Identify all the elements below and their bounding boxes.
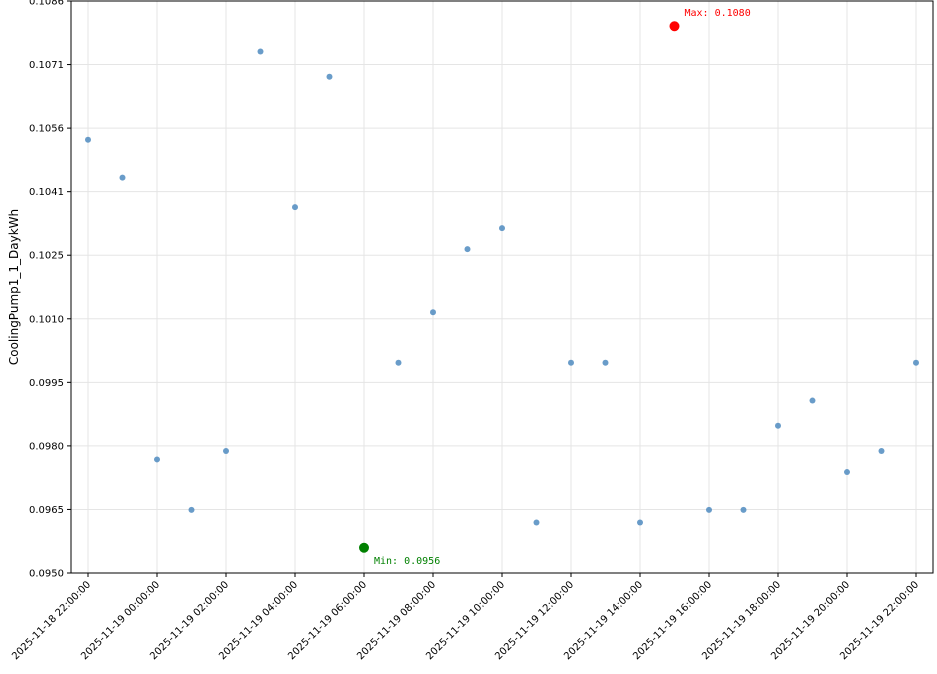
- data-point: [430, 309, 436, 316]
- x-tick-label: 2025-11-19 20:00:00: [769, 579, 852, 662]
- x-tick-label: 2025-11-19 02:00:00: [148, 579, 231, 662]
- min-point: [359, 542, 369, 553]
- data-point: [844, 469, 850, 476]
- x-tick-label: 2025-11-19 00:00:00: [79, 579, 162, 662]
- y-tick-label: 0.1010: [29, 314, 64, 325]
- data-point: [740, 506, 747, 513]
- x-tick-label: 2025-11-19 10:00:00: [424, 579, 507, 662]
- data-point: [395, 359, 402, 366]
- data-point: [775, 422, 781, 429]
- x-tick-label: 2025-11-19 08:00:00: [355, 579, 438, 662]
- y-tick-label: 0.1041: [29, 187, 64, 198]
- data-point: [568, 359, 574, 366]
- y-tick-label: 0.0965: [29, 505, 64, 516]
- x-tick-label: 2025-11-19 04:00:00: [217, 579, 300, 662]
- y-tick-label: 0.1086: [29, 0, 64, 8]
- y-tick-label: 0.0995: [29, 378, 64, 389]
- x-tick-label: 2025-11-19 18:00:00: [700, 579, 783, 662]
- data-point: [85, 136, 91, 143]
- x-tick-label: 2025-11-19 22:00:00: [838, 579, 921, 662]
- min-annotation: Min: 0.0956: [374, 556, 440, 567]
- data-point: [809, 397, 816, 404]
- y-axis-label: CoolingPump1_1_DaykWh: [7, 209, 21, 365]
- data-point: [119, 174, 126, 181]
- data-point: [223, 448, 229, 455]
- data-point: [326, 73, 333, 80]
- data-points: [85, 21, 919, 553]
- x-tick-label: 2025-11-19 14:00:00: [562, 579, 645, 662]
- max-annotation: Max: 0.1080: [685, 8, 751, 19]
- x-tick-label: 2025-11-19 12:00:00: [493, 579, 576, 662]
- x-tick-label: 2025-11-19 16:00:00: [631, 579, 714, 662]
- data-point: [706, 506, 712, 513]
- y-tick-label: 0.0950: [29, 569, 64, 580]
- x-tick-label: 2025-11-19 06:00:00: [286, 579, 369, 662]
- data-point: [913, 359, 919, 366]
- y-axis-ticks: 0.0950 0.0965 0.0980 0.0995 0.1010 0.1025 0.10…: [29, 0, 71, 580]
- data-point: [602, 359, 609, 366]
- y-tick-label: 0.0980: [29, 441, 64, 452]
- data-point: [533, 519, 540, 526]
- x-tick-label: 2025-11-18 22:00:00: [10, 579, 93, 662]
- y-tick-label: 0.1071: [29, 60, 64, 71]
- data-point: [257, 48, 264, 55]
- max-point: [669, 21, 680, 32]
- data-point: [188, 506, 195, 513]
- data-point: [878, 448, 885, 455]
- data-point: [464, 246, 471, 253]
- data-point: [292, 204, 298, 211]
- data-point: [154, 456, 160, 463]
- data-point: [637, 519, 643, 526]
- y-tick-label: 0.1056: [29, 124, 64, 135]
- grid-lines: [71, 0, 933, 574]
- data-point: [499, 225, 505, 232]
- y-tick-label: 0.1025: [29, 251, 64, 262]
